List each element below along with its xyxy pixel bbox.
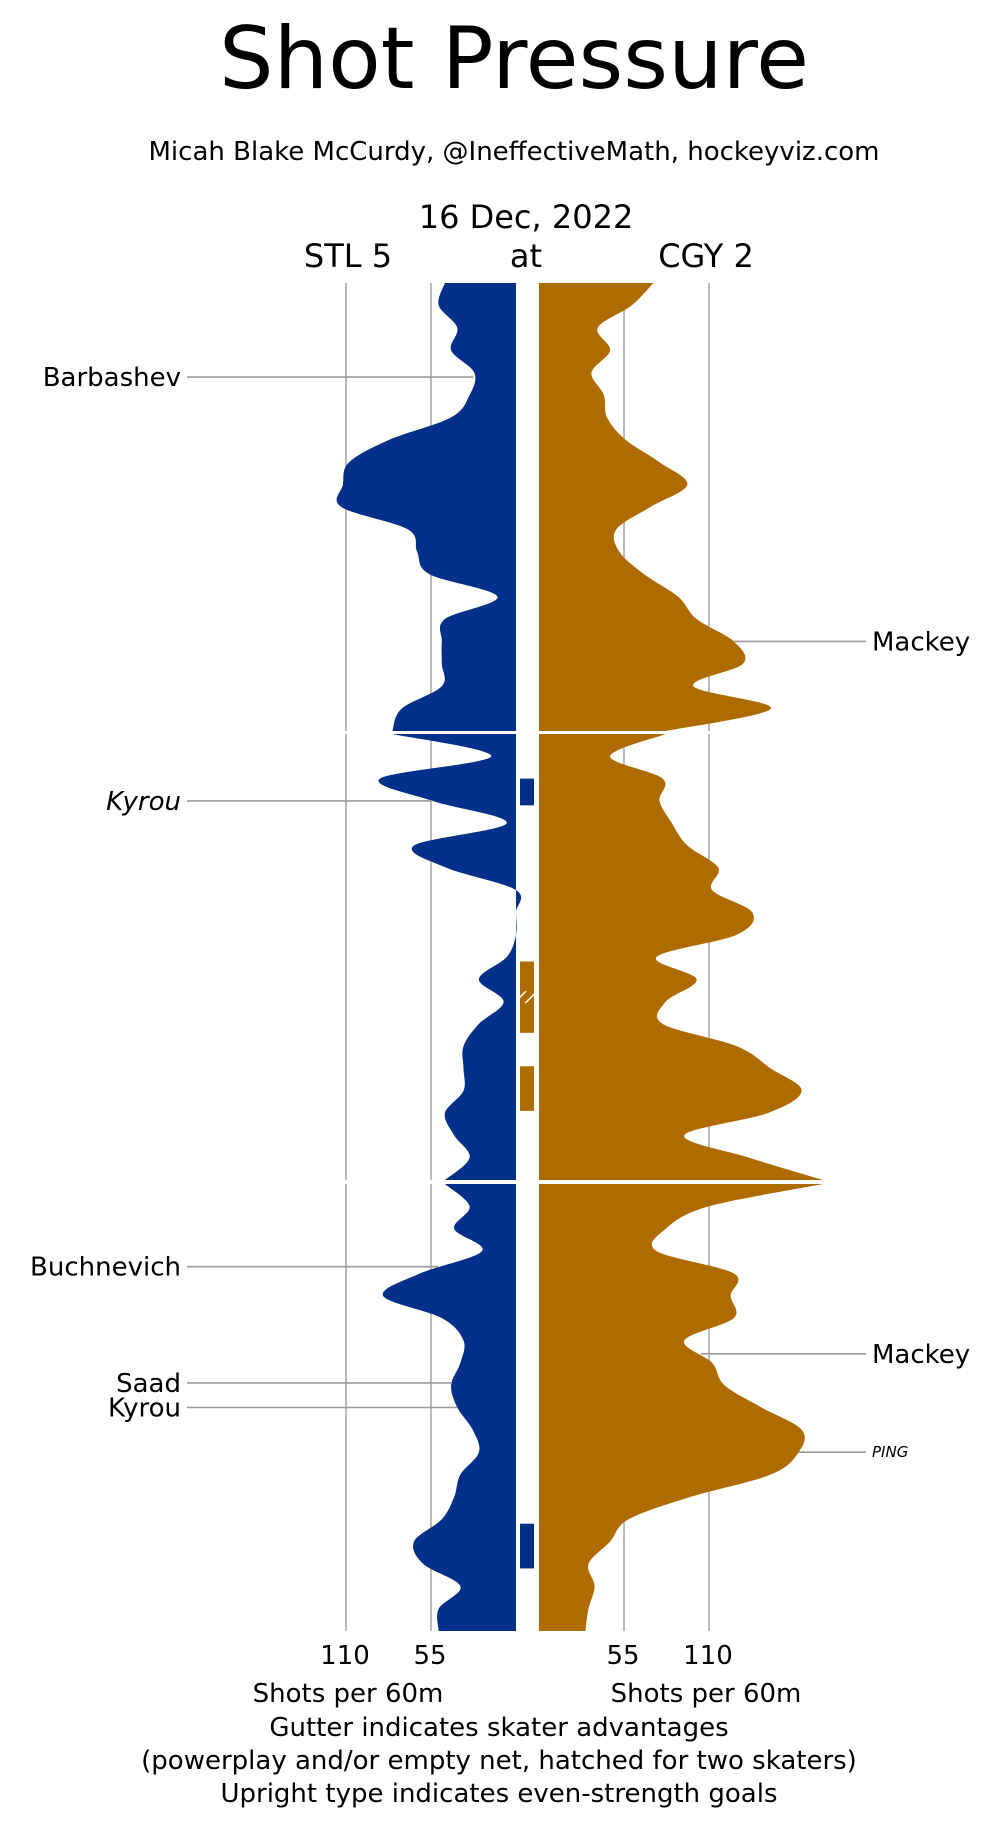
- area-right-period-3: [539, 1184, 824, 1631]
- gutter: [516, 778, 538, 1569]
- area-right-period-2: [539, 734, 824, 1180]
- x-tick-left-inner: 55: [413, 1641, 446, 1671]
- goal-label-0: Barbashev: [43, 363, 181, 393]
- goal-label-4: Mackey: [872, 1340, 970, 1370]
- x-tick-right-outer: 110: [683, 1641, 733, 1671]
- footnote-powerplay: (powerplay and/or empty net, hatched for…: [141, 1746, 857, 1776]
- away-team-label: STL 5: [304, 237, 392, 275]
- goal-label-7: PING: [872, 1443, 908, 1461]
- gutter-bar-3: [520, 1523, 534, 1569]
- at-label: at: [510, 237, 542, 275]
- shot-areas: [336, 283, 824, 1631]
- goal-annotations: Barbashev Mackey Kyrou Buchnevich Mackey Saad…: [30, 363, 970, 1461]
- x-axis-label-left: Shots per 60m: [253, 1679, 444, 1709]
- gutter-bar-2: [520, 1066, 534, 1111]
- game-date: 16 Dec, 2022: [419, 198, 634, 236]
- x-tick-left-outer: 110: [320, 1641, 370, 1671]
- goal-label-3: Buchnevich: [30, 1253, 181, 1283]
- area-right-period-1: [539, 283, 772, 731]
- goal-label-5: Saad: [116, 1369, 181, 1399]
- area-left-period-3: [382, 1184, 516, 1631]
- footnote-gutter: Gutter indicates skater advantages: [269, 1713, 728, 1743]
- goal-label-2: Kyrou: [106, 787, 181, 817]
- period-separator-2: [300, 1180, 800, 1184]
- chart-title: Shot Pressure: [219, 9, 809, 109]
- period-separators: [300, 731, 800, 1184]
- chart-subtitle: Micah Blake McCurdy, @IneffectiveMath, h…: [149, 137, 880, 167]
- goal-label-1: Mackey: [872, 627, 970, 657]
- x-tick-right-inner: 55: [606, 1641, 639, 1671]
- home-team-label: CGY 2: [658, 237, 754, 275]
- goal-label-6: Kyrou: [108, 1394, 181, 1424]
- area-left-period-1: [336, 283, 516, 731]
- period-separator-1: [300, 731, 800, 734]
- x-axis-label-right: Shots per 60m: [611, 1679, 802, 1709]
- gutter-bar-0: [520, 778, 534, 806]
- gutter-hatch-1: [516, 991, 538, 1004]
- footnote-upright: Upright type indicates even-strength goa…: [220, 1779, 777, 1809]
- area-left-period-2: [378, 734, 522, 1180]
